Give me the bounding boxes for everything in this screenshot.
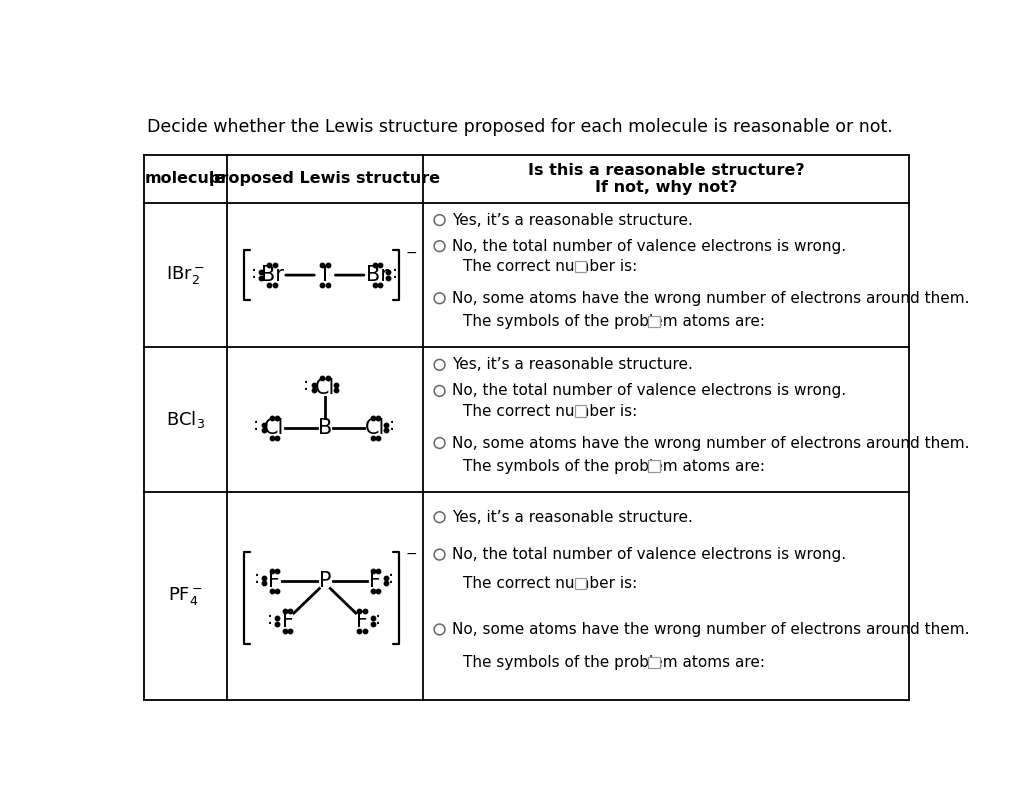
Text: :: :	[254, 570, 260, 588]
Text: F: F	[356, 611, 368, 631]
Bar	[648, 460, 659, 472]
Text: Br: Br	[367, 265, 389, 285]
Bar	[648, 657, 659, 668]
Text: The symbols of the problem atoms are:: The symbols of the problem atoms are:	[463, 314, 765, 329]
Text: Br: Br	[261, 265, 284, 285]
Bar	[574, 578, 587, 589]
Text: B: B	[317, 418, 332, 437]
Text: :: :	[388, 570, 394, 588]
Text: −: −	[406, 246, 417, 259]
Text: proposed Lewis structure: proposed Lewis structure	[209, 172, 440, 187]
Text: :: :	[391, 263, 397, 282]
Text: Yes, it’s a reasonable structure.: Yes, it’s a reasonable structure.	[452, 213, 693, 228]
Text: Is this a reasonable structure?
If not, why not?: Is this a reasonable structure? If not, …	[527, 163, 804, 195]
Text: Yes, it’s a reasonable structure.: Yes, it’s a reasonable structure.	[452, 358, 693, 373]
Text: molecule: molecule	[144, 172, 226, 187]
Text: :: :	[267, 610, 273, 627]
Text: F: F	[282, 611, 294, 631]
Text: $\mathregular{IBr_2^-}$: $\mathregular{IBr_2^-}$	[166, 264, 205, 286]
Text: :: :	[253, 416, 259, 434]
Bar	[648, 316, 659, 327]
Text: Yes, it’s a reasonable structure.: Yes, it’s a reasonable structure.	[452, 509, 693, 524]
Text: −: −	[406, 547, 417, 561]
Text: The symbols of the problem atoms are:: The symbols of the problem atoms are:	[463, 459, 765, 474]
Text: :: :	[388, 416, 394, 434]
Text: :: :	[375, 610, 381, 627]
Text: $\mathregular{PF_4^-}$: $\mathregular{PF_4^-}$	[168, 585, 203, 607]
Text: No, some atoms have the wrong number of electrons around them.: No, some atoms have the wrong number of …	[452, 291, 970, 306]
Text: :: :	[251, 263, 257, 282]
Text: The correct number is:: The correct number is:	[463, 259, 637, 274]
Text: No, some atoms have the wrong number of electrons around them.: No, some atoms have the wrong number of …	[452, 622, 970, 637]
Text: No, the total number of valence electrons is wrong.: No, the total number of valence electron…	[452, 239, 846, 254]
Text: No, some atoms have the wrong number of electrons around them.: No, some atoms have the wrong number of …	[452, 436, 970, 451]
Text: No, the total number of valence electrons is wrong.: No, the total number of valence electron…	[452, 384, 846, 399]
Text: Cl: Cl	[264, 418, 285, 437]
Text: Cl: Cl	[314, 377, 335, 398]
Text: The correct number is:: The correct number is:	[463, 403, 637, 418]
Bar	[574, 406, 587, 417]
Text: The symbols of the problem atoms are:: The symbols of the problem atoms are:	[463, 655, 765, 670]
Text: F: F	[370, 571, 381, 591]
Text: $\mathregular{BCl_3}$: $\mathregular{BCl_3}$	[166, 410, 205, 430]
Text: I: I	[322, 265, 328, 285]
Text: No, the total number of valence electrons is wrong.: No, the total number of valence electron…	[452, 547, 846, 562]
Bar	[574, 261, 587, 272]
Text: The correct number is:: The correct number is:	[463, 576, 637, 591]
Text: :: :	[303, 377, 309, 394]
Text: F: F	[268, 571, 281, 591]
Text: P: P	[318, 571, 331, 591]
Text: Decide whether the Lewis structure proposed for each molecule is reasonable or n: Decide whether the Lewis structure propo…	[147, 118, 893, 136]
Text: Cl: Cl	[365, 418, 385, 437]
